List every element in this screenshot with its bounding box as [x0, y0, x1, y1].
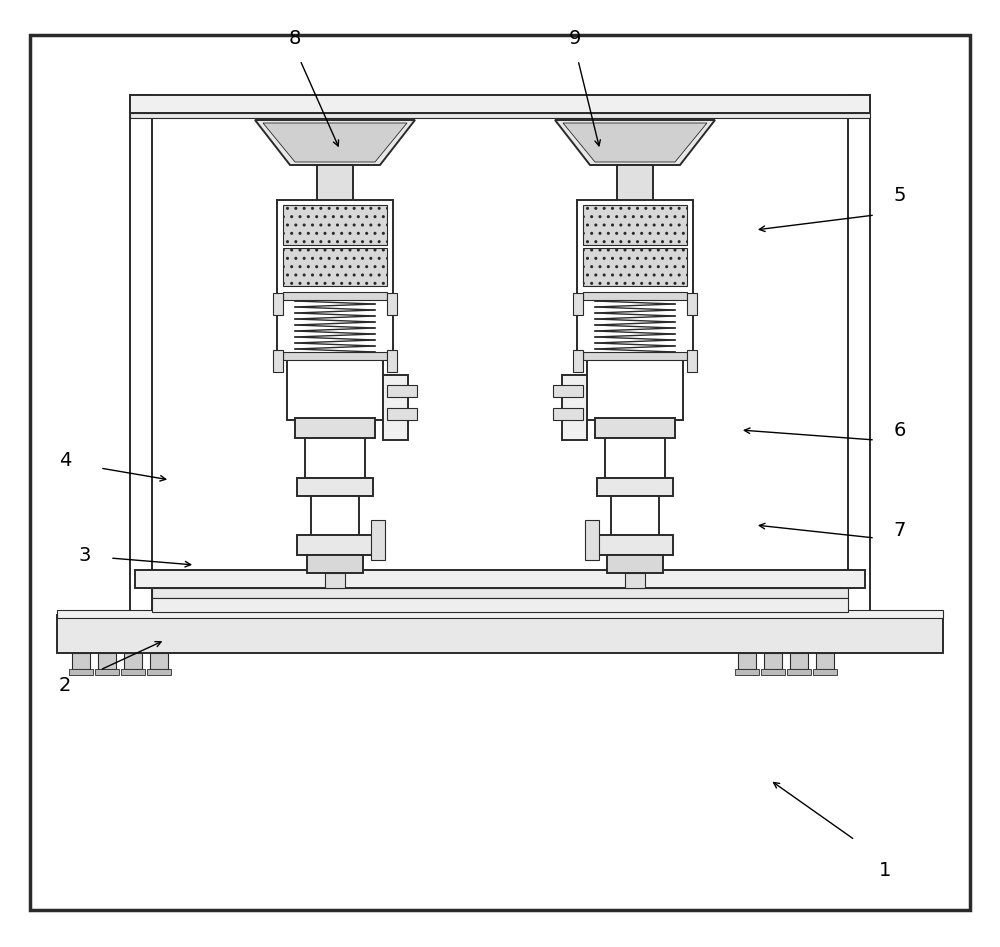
Bar: [297, 535, 373, 555]
Bar: [597, 478, 673, 496]
Bar: [69, 669, 93, 675]
Text: 6: 6: [894, 420, 906, 439]
Bar: [764, 653, 782, 669]
Bar: [573, 293, 583, 315]
Bar: [611, 496, 659, 536]
Bar: [605, 438, 665, 478]
Bar: [787, 669, 811, 675]
Text: 4: 4: [59, 451, 71, 470]
Bar: [135, 570, 865, 588]
Bar: [317, 165, 353, 205]
Bar: [617, 165, 653, 205]
Bar: [152, 588, 848, 598]
Text: 9: 9: [569, 28, 581, 47]
Bar: [130, 95, 152, 625]
Bar: [585, 520, 599, 560]
Bar: [150, 653, 168, 669]
Bar: [371, 520, 385, 560]
Bar: [387, 293, 397, 315]
Bar: [57, 610, 943, 618]
Bar: [583, 205, 687, 245]
Bar: [761, 669, 785, 675]
Bar: [277, 200, 393, 360]
Bar: [687, 350, 697, 372]
Bar: [583, 248, 687, 286]
Bar: [130, 113, 870, 118]
Bar: [383, 375, 408, 440]
Bar: [573, 350, 583, 372]
Bar: [625, 573, 645, 588]
Bar: [387, 350, 397, 372]
Bar: [577, 200, 693, 360]
Bar: [147, 669, 171, 675]
Bar: [295, 418, 375, 438]
Bar: [553, 385, 583, 397]
Bar: [72, 653, 90, 669]
Bar: [607, 555, 663, 573]
Text: 1: 1: [879, 861, 891, 880]
Bar: [283, 292, 387, 300]
Bar: [587, 360, 683, 420]
Bar: [387, 385, 417, 397]
Bar: [273, 350, 283, 372]
Bar: [283, 248, 387, 286]
Text: 7: 7: [894, 521, 906, 540]
Bar: [816, 653, 834, 669]
Bar: [311, 496, 359, 536]
Bar: [738, 653, 756, 669]
Bar: [387, 408, 417, 420]
Bar: [273, 293, 283, 315]
Text: 5: 5: [894, 186, 906, 205]
Text: 8: 8: [289, 28, 301, 47]
Bar: [597, 535, 673, 555]
Polygon shape: [563, 123, 707, 162]
Bar: [98, 653, 116, 669]
Polygon shape: [555, 120, 715, 165]
Bar: [562, 375, 587, 440]
Bar: [95, 669, 119, 675]
Bar: [297, 478, 373, 496]
Bar: [287, 360, 383, 420]
Bar: [283, 205, 387, 245]
Bar: [813, 669, 837, 675]
Bar: [325, 573, 345, 588]
Polygon shape: [255, 120, 415, 165]
Bar: [735, 669, 759, 675]
Bar: [790, 653, 808, 669]
Bar: [283, 352, 387, 360]
Bar: [130, 95, 870, 113]
Bar: [124, 653, 142, 669]
Bar: [583, 352, 687, 360]
Bar: [583, 292, 687, 300]
Bar: [152, 598, 848, 612]
Bar: [121, 669, 145, 675]
Bar: [848, 95, 870, 625]
Bar: [595, 418, 675, 438]
Bar: [553, 408, 583, 420]
Bar: [57, 615, 943, 653]
Bar: [307, 555, 363, 573]
Text: 3: 3: [79, 545, 91, 564]
Bar: [305, 438, 365, 478]
Polygon shape: [263, 123, 407, 162]
Text: 2: 2: [59, 675, 71, 694]
Bar: [687, 293, 697, 315]
